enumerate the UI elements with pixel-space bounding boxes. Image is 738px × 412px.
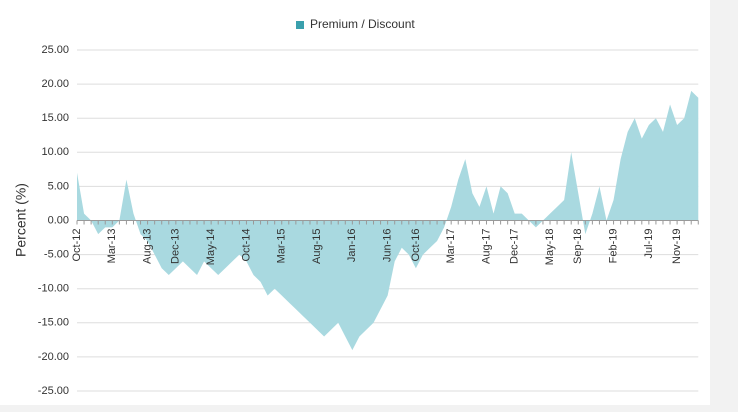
y-tick-label: -20.00 [38,351,69,363]
x-tick-label: Dec-13 [170,229,182,264]
x-tick-label: May-18 [544,229,556,266]
x-tick-label: Mar-17 [445,229,457,264]
x-tick-label: Aug-17 [480,228,492,263]
y-tick-label: 20.00 [41,78,69,90]
x-tick-label: Mar-13 [106,229,118,264]
legend-swatch [296,21,304,29]
x-tick-label: Dec-17 [509,229,521,264]
y-tick-label: -10.00 [38,283,69,295]
x-tick-label: Aug-15 [311,229,323,264]
y-tick-label: 10.00 [41,146,69,158]
y-tick-label: 5.00 [48,180,69,192]
x-tick-label: Jul-19 [643,229,655,259]
x-tick-label: Feb-19 [607,229,619,264]
x-tick-label: Mar-15 [276,229,288,264]
x-tick-label: Jun-16 [382,229,394,263]
y-tick-label: -5.00 [44,249,69,261]
y-tick-label: 0.00 [48,214,69,226]
x-tick-label: May-14 [205,229,217,266]
legend-label: Premium / Discount [310,17,415,31]
x-tick-label: Aug-13 [142,229,154,264]
x-tick-label: Nov-19 [671,229,683,264]
y-tick-label: 15.00 [41,112,69,124]
y-tick-label: 25.00 [41,44,69,56]
x-tick-label: Oct-12 [71,229,83,262]
y-axis-label: Percent (%) [13,183,29,257]
y-tick-label: -25.00 [38,385,69,397]
x-tick-label: Sep-18 [572,229,584,264]
x-tick-label: Oct-14 [240,229,252,262]
x-tick-label: Jan-16 [346,229,358,263]
y-tick-label: -15.00 [38,317,69,329]
x-tick-label: Oct-16 [410,229,422,262]
